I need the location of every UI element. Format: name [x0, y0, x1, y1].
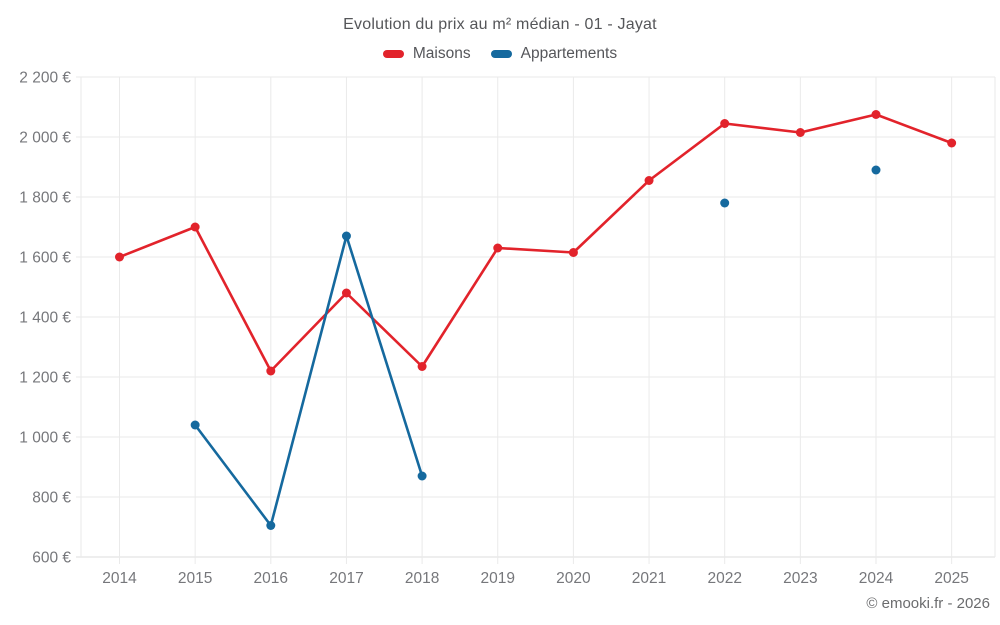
y-tick-label: 2 000 € [19, 130, 71, 147]
y-tick-label: 1 600 € [19, 250, 71, 267]
point-appartements-2018 [417, 471, 427, 481]
point-maisons-2015 [190, 222, 200, 232]
appartements-legend-swatch [490, 50, 512, 58]
point-appartements-2016 [266, 521, 276, 530]
point-maisons-2020 [568, 248, 578, 257]
chart-title: Evolution du prix au m² médian - 01 - Ja… [343, 16, 657, 33]
point-maisons-2018 [417, 362, 427, 371]
x-tick-label: 2015 [178, 570, 212, 587]
point-appartements-2015 [190, 420, 200, 430]
x-tick-label: 2021 [632, 570, 666, 587]
y-tick-label: 1 200 € [19, 370, 71, 387]
point-maisons-2023 [795, 128, 805, 137]
x-tick-label: 2019 [481, 570, 515, 587]
y-tick-label: 800 € [32, 490, 71, 507]
x-tick-label: 2024 [859, 570, 894, 587]
point-maisons-2014 [115, 252, 124, 262]
x-tick-label: 2014 [102, 570, 137, 587]
point-maisons-2016 [266, 366, 276, 376]
x-tick-label: 2017 [329, 570, 363, 587]
series-line-maisons [118, 113, 953, 373]
series-line-appartements [193, 234, 424, 527]
x-tick-label: 2018 [405, 570, 439, 587]
y-tick-label: 2 200 € [19, 70, 71, 87]
y-tick-label: 1 400 € [19, 310, 71, 327]
legend-item-appartements[interactable]: Appartements [490, 45, 618, 63]
maisons-legend-swatch [382, 50, 404, 58]
point-maisons-2024 [871, 110, 881, 119]
x-tick-label: 2020 [556, 570, 591, 587]
point-maisons-2025 [947, 138, 957, 148]
point-maisons-2017 [341, 288, 351, 298]
attribution-text: © emooki.fr - 2026 [866, 595, 990, 612]
y-tick-label: 1 800 € [19, 190, 71, 207]
x-tick-label: 2025 [934, 570, 968, 587]
point-appartements-2024 [871, 165, 881, 175]
point-maisons-2021 [644, 176, 654, 185]
legend-item-maisons[interactable]: Maisons [382, 45, 471, 63]
y-tick-label: 600 € [32, 550, 71, 567]
y-tick-label: 1 000 € [19, 430, 71, 447]
x-tick-label: 2023 [783, 570, 817, 587]
maisons-legend-label: Maisons [412, 45, 471, 62]
x-tick-label: 2016 [254, 570, 288, 587]
appartements-legend-label: Appartements [520, 45, 618, 62]
x-tick-label: 2022 [707, 570, 741, 587]
point-appartements-2017 [341, 231, 351, 241]
chart-legend: Maisons Appartements [0, 45, 1000, 63]
point-maisons-2022 [720, 119, 730, 128]
point-appartements-2022 [720, 198, 730, 208]
point-maisons-2019 [493, 243, 503, 253]
